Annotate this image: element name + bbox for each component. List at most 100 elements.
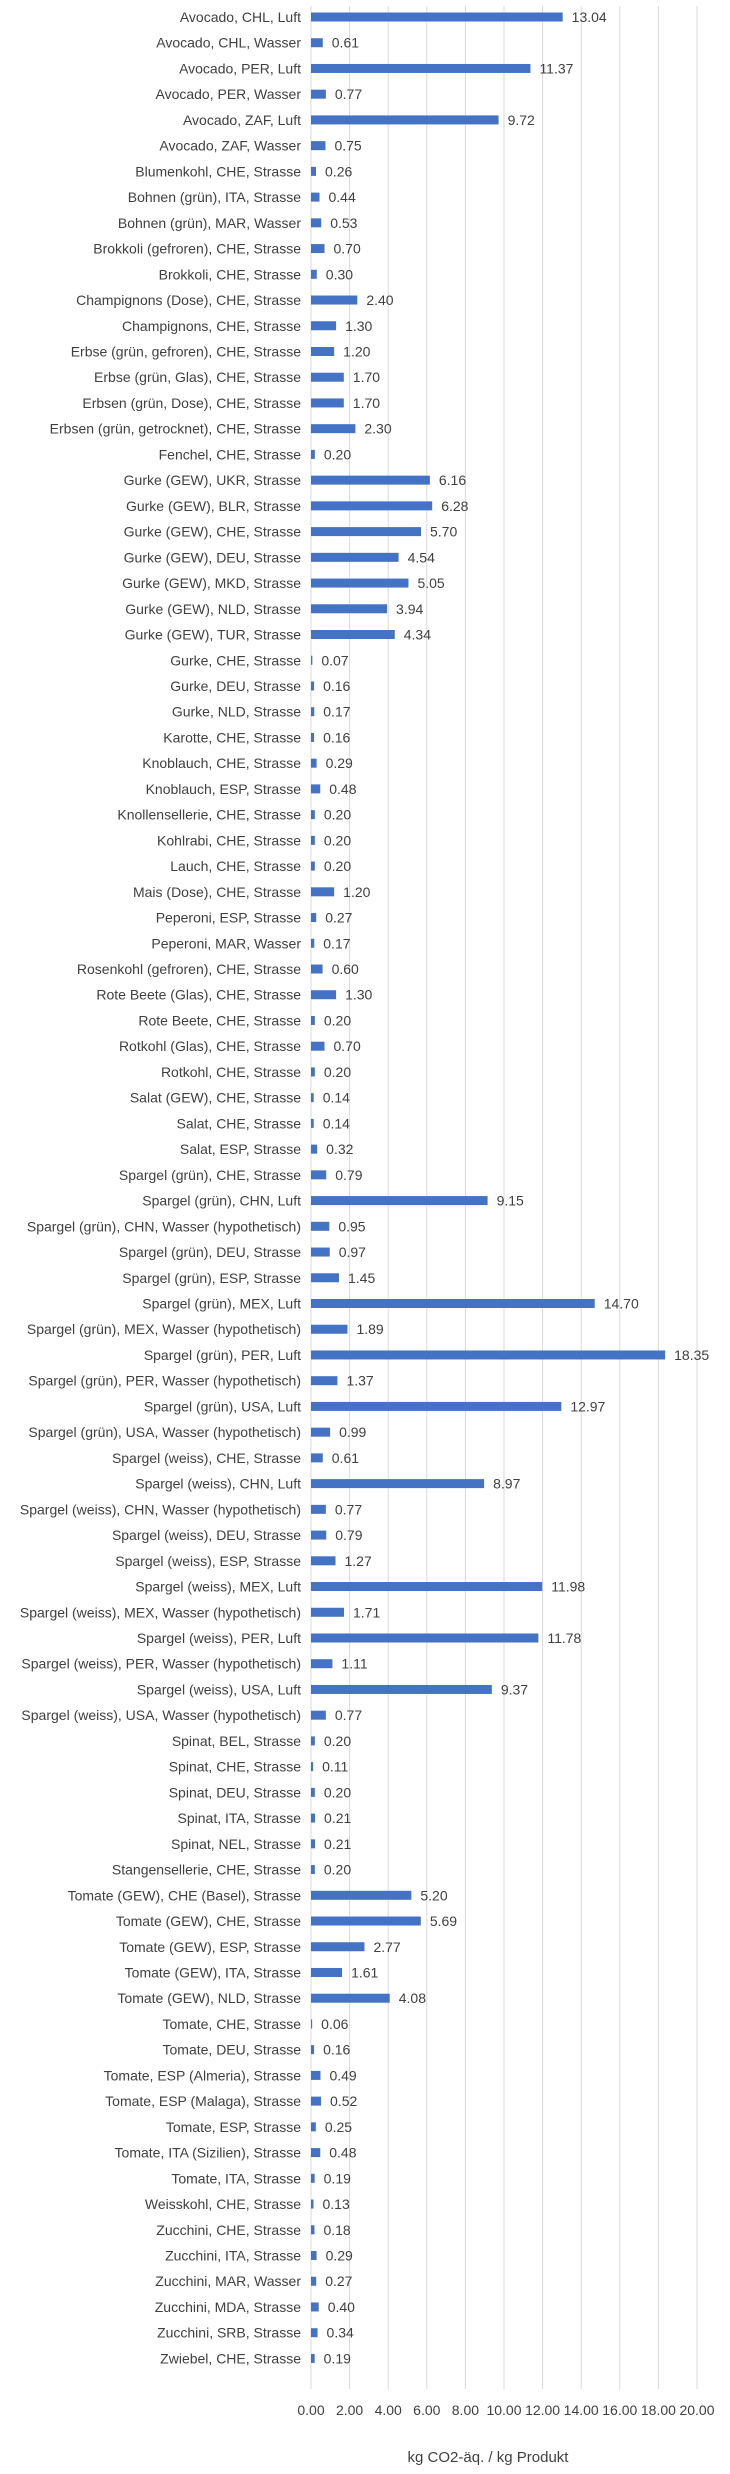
category-label: Champignons (Dose), CHE, Strasse: [76, 292, 301, 308]
data-label: 2.77: [373, 1939, 400, 1955]
bar: [311, 1093, 314, 1103]
data-label: 9.37: [501, 1681, 528, 1697]
x-tick-label: 10.00: [486, 2402, 521, 2418]
category-label: Tomate (GEW), CHE, Strasse: [116, 1913, 301, 1929]
data-label: 1.45: [348, 1270, 375, 1286]
bar: [311, 2096, 322, 2106]
bar: [311, 1633, 539, 1643]
data-label: 1.11: [341, 1656, 367, 1672]
category-label: Knollensellerie, CHE, Strasse: [117, 807, 301, 823]
category-label: Gurke (GEW), DEU, Strasse: [124, 549, 302, 565]
data-label: 18.35: [674, 1347, 709, 1363]
category-label: Tomate, ITA, Strasse: [171, 2170, 301, 2186]
category-label: Tomate, ITA (Sizilien), Strasse: [115, 2145, 302, 2161]
data-label: 8.97: [493, 1476, 520, 1492]
bar: [311, 1221, 330, 1231]
bar: [311, 810, 315, 820]
data-label: 0.52: [330, 2093, 357, 2109]
bar: [311, 2328, 318, 2338]
data-label: 0.34: [327, 2325, 354, 2341]
value-labels: 13.04 0.61 11.37 0.77 9.72 0.75 0.26 0.44 0.53 0.…: [321, 9, 709, 2366]
bar: [311, 2225, 315, 2235]
bar: [311, 2199, 314, 2209]
category-label: Zucchini, MAR, Wasser: [155, 2273, 301, 2289]
data-label: 0.26: [325, 163, 352, 179]
data-label: 0.53: [330, 215, 357, 231]
category-label: Spinat, DEU, Strasse: [169, 1784, 301, 1800]
category-label: Gurke, DEU, Strasse: [170, 678, 301, 694]
bar: [311, 1196, 488, 1206]
data-label: 0.20: [324, 1862, 351, 1878]
data-label: 0.60: [332, 961, 359, 977]
bar: [311, 2276, 317, 2286]
bar: [311, 1710, 326, 1720]
category-label: Gurke (GEW), TUR, Strasse: [125, 627, 302, 643]
data-label: 4.54: [408, 549, 435, 565]
bar: [311, 12, 563, 22]
data-label: 0.40: [328, 2299, 355, 2315]
category-label: Rote Beete (Glas), CHE, Strasse: [96, 987, 301, 1003]
data-label: 5.69: [430, 1913, 457, 1929]
data-label: 12.97: [570, 1398, 605, 1414]
x-tick-label: 4.00: [375, 2402, 402, 2418]
category-label: Zucchini, MDA, Strasse: [155, 2299, 301, 2315]
data-label: 0.16: [323, 678, 350, 694]
x-axis-ticks: 0.00 2.00 4.00 6.00 8.00 10.00 12.00 14.00 16.00…: [297, 2402, 714, 2418]
data-label: 5.05: [417, 575, 444, 591]
bar: [311, 1530, 327, 1540]
category-label: Brokkoli (gefroren), CHE, Strasse: [93, 241, 301, 257]
category-label: Rotkohl (Glas), CHE, Strasse: [119, 1038, 301, 1054]
category-label: Brokkoli, CHE, Strasse: [159, 266, 302, 282]
bars-group: [311, 12, 666, 2363]
category-label: Tomate, ESP, Strasse: [166, 2119, 301, 2135]
bar: [311, 1453, 323, 1463]
category-label: Tomate (GEW), NLD, Strasse: [117, 1990, 301, 2006]
category-label: Rotkohl, CHE, Strasse: [161, 1064, 301, 1080]
bar: [311, 1787, 315, 1797]
bar: [311, 964, 323, 974]
data-label: 0.70: [334, 241, 361, 257]
data-label: 1.71: [353, 1604, 380, 1620]
bar: [311, 89, 326, 99]
x-tick-label: 12.00: [525, 2402, 560, 2418]
bar: [311, 732, 315, 742]
category-label: Kohlrabi, CHE, Strasse: [157, 832, 301, 848]
category-label: Salat, CHE, Strasse: [177, 1115, 302, 1131]
bar: [311, 784, 321, 794]
bar: [311, 1762, 314, 1772]
bar: [311, 1299, 595, 1308]
x-axis-label: kg CO2-äq. / kg Produkt: [408, 2449, 570, 2466]
bar: [311, 1556, 336, 1566]
data-label: 14.70: [604, 1296, 639, 1312]
category-label: Zucchini, CHE, Strasse: [156, 2222, 301, 2238]
category-label: Rote Beete, CHE, Strasse: [138, 1012, 301, 1028]
bar: [311, 990, 337, 1000]
data-label: 1.20: [343, 884, 370, 900]
bar: [311, 2122, 316, 2132]
data-label: 0.27: [325, 2273, 352, 2289]
bar: [311, 913, 317, 923]
bar: [311, 501, 433, 511]
data-label: 0.17: [323, 704, 350, 720]
category-label: Avocado, ZAF, Wasser: [159, 138, 301, 154]
category-label: Spargel (weiss), USA, Luft: [137, 1681, 301, 1697]
bar: [311, 604, 388, 614]
category-label: Zwiebel, CHE, Strasse: [160, 2350, 301, 2366]
category-label: Tomate, CHE, Strasse: [163, 2016, 302, 2032]
data-label: 0.20: [324, 446, 351, 462]
category-label: Spargel (grün), CHN, Luft: [142, 1193, 301, 1209]
data-label: 0.99: [339, 1424, 366, 1440]
bar: [311, 295, 358, 305]
bar: [311, 1993, 390, 2003]
bar: [311, 1659, 333, 1669]
data-label: 0.20: [324, 1733, 351, 1749]
data-label: 0.25: [325, 2119, 352, 2135]
category-label: Gurke (GEW), BLR, Strasse: [126, 498, 301, 514]
bar: [311, 218, 322, 228]
data-label: 0.77: [335, 1501, 362, 1517]
bar: [311, 1582, 543, 1592]
category-label: Spargel (weiss), MEX, Luft: [135, 1579, 301, 1595]
bar: [311, 835, 315, 845]
x-tick-label: 14.00: [564, 2402, 599, 2418]
category-label: Fenchel, CHE, Strasse: [159, 446, 302, 462]
